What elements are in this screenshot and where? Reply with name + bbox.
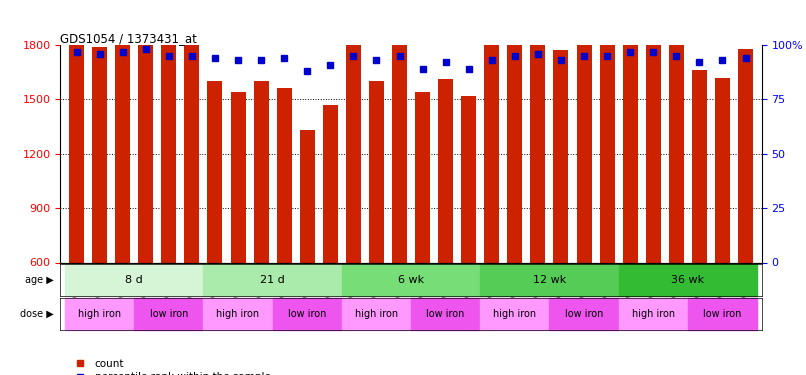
Bar <box>346 45 361 262</box>
Text: high iron: high iron <box>355 309 398 319</box>
Bar <box>185 34 199 262</box>
Text: age ▶: age ▶ <box>25 275 53 285</box>
Legend: count, percentile rank within the sample: count, percentile rank within the sample <box>65 355 275 375</box>
Bar <box>600 32 615 262</box>
Bar <box>550 298 619 330</box>
Bar <box>530 12 546 262</box>
Bar <box>342 298 411 330</box>
Bar <box>507 25 522 262</box>
Bar <box>392 25 407 262</box>
Text: high iron: high iron <box>493 309 537 319</box>
Bar <box>135 298 203 330</box>
Text: 36 wk: 36 wk <box>671 275 704 285</box>
Bar <box>161 45 177 262</box>
Bar <box>342 264 480 296</box>
Text: low iron: low iron <box>704 309 742 319</box>
Bar <box>692 70 707 262</box>
Bar <box>69 39 84 262</box>
Bar <box>554 50 568 262</box>
Text: low iron: low iron <box>426 309 465 319</box>
Text: 21 d: 21 d <box>260 275 285 285</box>
Bar <box>415 92 430 262</box>
Bar <box>254 81 268 262</box>
Bar <box>65 298 135 330</box>
Bar <box>461 96 476 262</box>
Text: low iron: low iron <box>288 309 326 319</box>
Text: dose ▶: dose ▶ <box>19 309 53 319</box>
Bar <box>411 298 480 330</box>
Bar <box>92 47 107 262</box>
Bar <box>480 298 550 330</box>
Bar <box>623 0 638 262</box>
Bar <box>669 32 683 262</box>
Text: 6 wk: 6 wk <box>398 275 424 285</box>
Bar <box>139 0 153 262</box>
Text: 8 d: 8 d <box>126 275 143 285</box>
Text: 12 wk: 12 wk <box>533 275 566 285</box>
Bar <box>480 264 619 296</box>
Text: GDS1054 / 1373431_at: GDS1054 / 1373431_at <box>60 32 197 45</box>
Bar <box>272 298 342 330</box>
Bar <box>619 264 757 296</box>
Bar <box>576 34 592 262</box>
Text: high iron: high iron <box>78 309 121 319</box>
Bar <box>65 264 203 296</box>
Text: high iron: high iron <box>217 309 260 319</box>
Bar <box>276 88 292 262</box>
Bar <box>688 298 757 330</box>
Bar <box>323 105 338 262</box>
Text: low iron: low iron <box>565 309 603 319</box>
Bar <box>619 298 688 330</box>
Bar <box>484 36 499 262</box>
Bar <box>715 78 730 262</box>
Bar <box>438 80 453 262</box>
Bar <box>300 130 315 262</box>
Bar <box>369 81 384 262</box>
Text: high iron: high iron <box>632 309 675 319</box>
Bar <box>738 49 753 262</box>
Bar <box>203 298 272 330</box>
Bar <box>231 92 246 262</box>
Bar <box>207 81 222 262</box>
Text: low iron: low iron <box>150 309 188 319</box>
Bar <box>115 45 131 262</box>
Bar <box>646 0 661 262</box>
Bar <box>203 264 342 296</box>
